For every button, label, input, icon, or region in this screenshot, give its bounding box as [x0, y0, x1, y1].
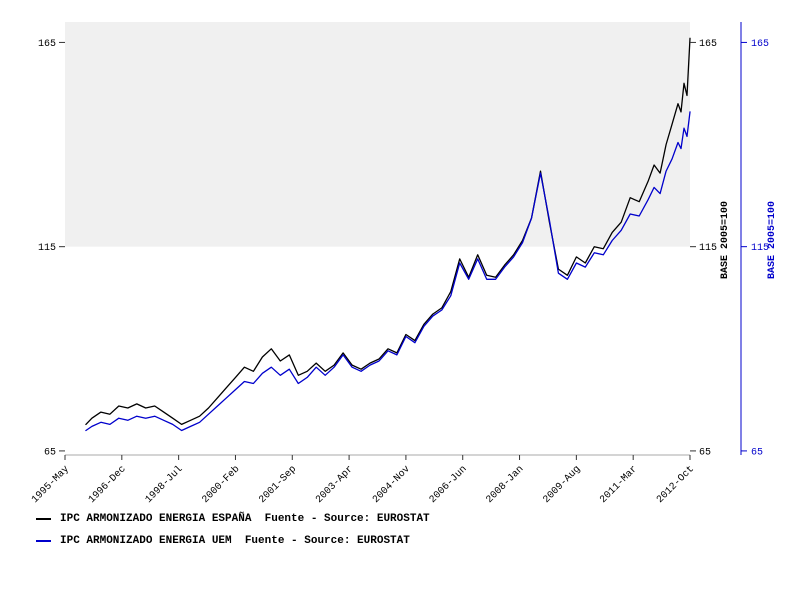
y-tick-label-right-secondary: 165: [751, 39, 769, 50]
y-tick-label-right-secondary: 115: [751, 243, 769, 254]
right-axis-title-secondary: BASE 2005=100: [767, 201, 778, 279]
series-line-espana: [85, 37, 691, 426]
y-tick-label-left: 165: [38, 39, 56, 50]
x-tick-label: 2012-Oct: [655, 464, 697, 506]
y-tick-label-right-primary: 65: [699, 447, 711, 458]
x-tick-label: 2001-Sep: [257, 464, 299, 506]
x-tick-label: 1998-Jul: [143, 463, 185, 505]
x-tick-label: 1995-May: [30, 464, 72, 506]
y-tick-label-left: 65: [44, 447, 56, 458]
x-tick-label: 2000-Feb: [200, 463, 242, 505]
legend-item-espana: IPC ARMONIZADO ENERGIA ESPAÑA Fuente - S…: [36, 512, 430, 525]
right-axis-title-primary: BASE 2005=100: [720, 201, 731, 279]
chart-legend: IPC ARMONIZADO ENERGIA ESPAÑA Fuente - S…: [36, 512, 430, 547]
x-tick-label: 1996-Dec: [87, 464, 129, 506]
x-tick-label: 2006-Jun: [428, 464, 470, 506]
y-tick-label-right-primary: 165: [699, 39, 717, 50]
x-tick-label: 2003-Apr: [314, 464, 356, 506]
x-tick-label: 2004-Nov: [371, 464, 413, 506]
legend-swatch-uem: [36, 539, 51, 542]
y-tick-label-right-secondary: 65: [751, 447, 763, 458]
legend-label-espana: IPC ARMONIZADO ENERGIA ESPAÑA Fuente - S…: [60, 512, 430, 525]
x-tick-label: 2009-Aug: [541, 464, 583, 506]
y-tick-label-right-primary: 115: [699, 243, 717, 254]
shaded-band: [65, 22, 690, 247]
x-tick-label: 2011-Mar: [598, 464, 640, 506]
legend-swatch-espana: [36, 517, 51, 520]
legend-label-uem: IPC ARMONIZADO ENERGIA UEM Fuente - Sour…: [60, 534, 410, 547]
legend-item-uem: IPC ARMONIZADO ENERGIA UEM Fuente - Sour…: [36, 534, 430, 547]
series-line-uem: [85, 111, 691, 432]
y-tick-label-left: 115: [38, 243, 56, 254]
x-tick-label: 2008-Jan: [485, 464, 527, 506]
